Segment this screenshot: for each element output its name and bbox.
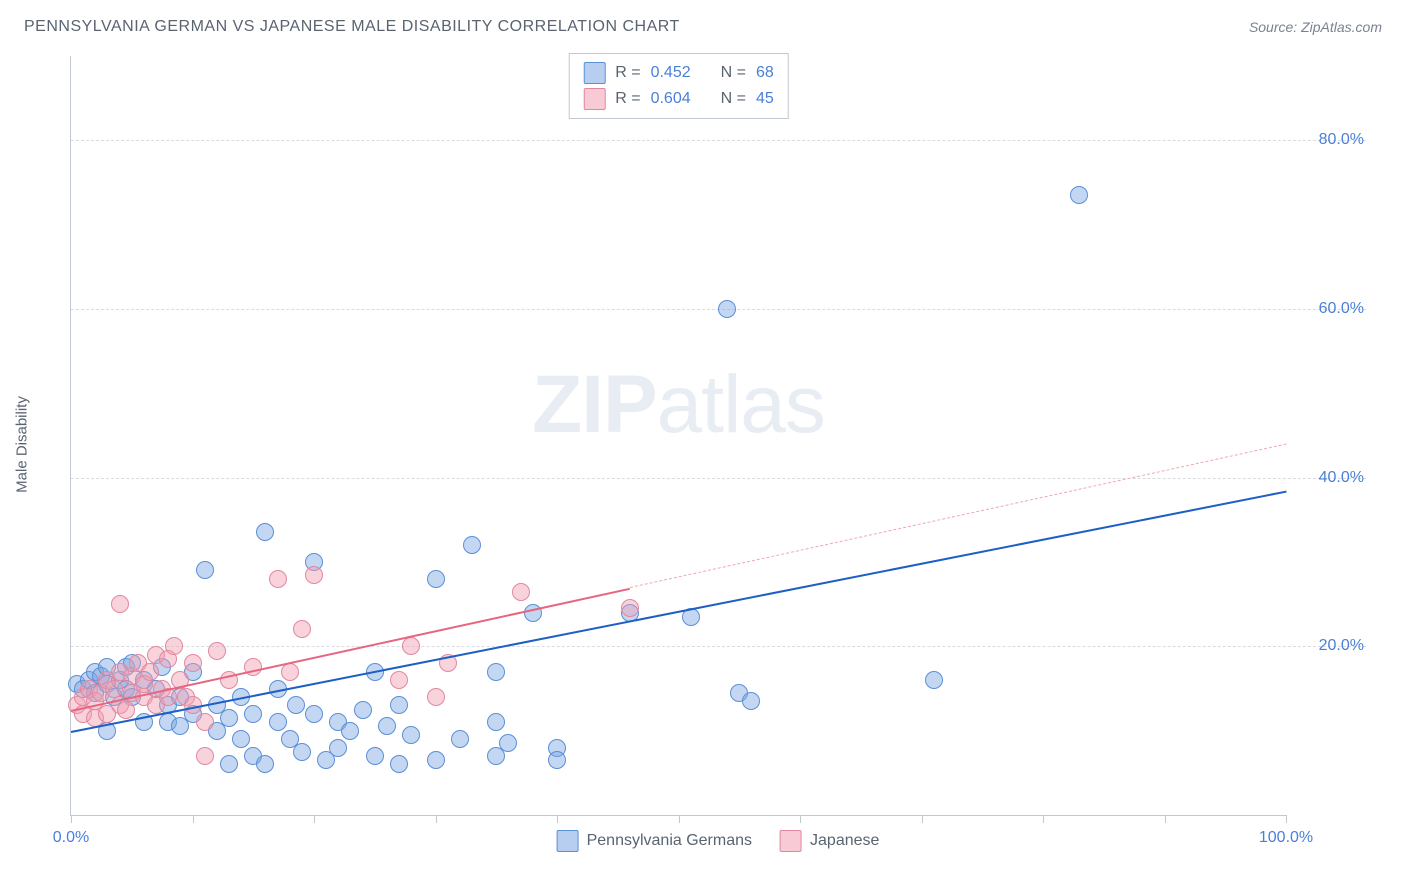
data-point bbox=[451, 730, 469, 748]
legend-row-series1: R = 0.452 N = 68 bbox=[583, 60, 774, 86]
data-point bbox=[341, 722, 359, 740]
xtick bbox=[922, 815, 923, 823]
data-point bbox=[487, 713, 505, 731]
data-point bbox=[742, 692, 760, 710]
xtick bbox=[71, 815, 72, 823]
xtick bbox=[1165, 815, 1166, 823]
data-point bbox=[105, 680, 123, 698]
data-point bbox=[256, 523, 274, 541]
gridline bbox=[71, 646, 1366, 647]
data-point bbox=[293, 743, 311, 761]
xtick bbox=[800, 815, 801, 823]
data-point bbox=[1070, 186, 1088, 204]
data-point bbox=[184, 654, 202, 672]
data-point bbox=[111, 595, 129, 613]
data-point bbox=[487, 747, 505, 765]
xtick bbox=[1043, 815, 1044, 823]
xtick bbox=[193, 815, 194, 823]
data-point bbox=[390, 755, 408, 773]
chart-container: Male Disability ZIPatlas R = 0.452 N = 6… bbox=[70, 56, 1366, 816]
data-point bbox=[427, 688, 445, 706]
gridline bbox=[71, 140, 1366, 141]
data-point bbox=[244, 658, 262, 676]
y-axis-label: Male Disability bbox=[14, 396, 31, 493]
data-point bbox=[378, 717, 396, 735]
xtick bbox=[557, 815, 558, 823]
gridline bbox=[71, 478, 1366, 479]
data-point bbox=[354, 701, 372, 719]
data-point bbox=[463, 536, 481, 554]
xtick bbox=[679, 815, 680, 823]
ytick-label: 60.0% bbox=[1294, 300, 1364, 318]
data-point bbox=[427, 751, 445, 769]
data-point bbox=[718, 300, 736, 318]
data-point bbox=[232, 730, 250, 748]
correlation-legend: R = 0.452 N = 68 R = 0.604 N = 45 bbox=[568, 53, 789, 119]
plot-area: ZIPatlas R = 0.452 N = 68 R = 0.604 N = … bbox=[70, 56, 1286, 816]
source-attribution: Source: ZipAtlas.com bbox=[1249, 19, 1382, 35]
data-point bbox=[196, 713, 214, 731]
ytick-label: 20.0% bbox=[1294, 637, 1364, 655]
legend-item-series2: Japanese bbox=[780, 830, 879, 852]
data-point bbox=[366, 747, 384, 765]
data-point bbox=[925, 671, 943, 689]
legend-row-series2: R = 0.604 N = 45 bbox=[583, 86, 774, 112]
data-point bbox=[269, 713, 287, 731]
data-point bbox=[256, 755, 274, 773]
data-point bbox=[117, 701, 135, 719]
watermark: ZIPatlas bbox=[532, 358, 825, 452]
data-point bbox=[196, 747, 214, 765]
data-point bbox=[305, 705, 323, 723]
data-point bbox=[402, 726, 420, 744]
data-point bbox=[208, 642, 226, 660]
data-point bbox=[141, 663, 159, 681]
ytick-label: 40.0% bbox=[1294, 469, 1364, 487]
legend-item-series1: Pennsylvania Germans bbox=[557, 830, 752, 852]
data-point bbox=[548, 751, 566, 769]
data-point bbox=[512, 583, 530, 601]
data-point bbox=[402, 637, 420, 655]
data-point bbox=[427, 570, 445, 588]
data-point bbox=[293, 620, 311, 638]
swatch-series2 bbox=[583, 88, 605, 110]
data-point bbox=[220, 709, 238, 727]
data-point bbox=[390, 696, 408, 714]
xtick bbox=[1286, 815, 1287, 823]
data-point bbox=[524, 604, 542, 622]
xtick-label: 0.0% bbox=[53, 829, 89, 847]
data-point bbox=[390, 671, 408, 689]
xtick-label: 100.0% bbox=[1259, 829, 1313, 847]
data-point bbox=[487, 663, 505, 681]
data-point bbox=[220, 755, 238, 773]
trendline bbox=[630, 444, 1286, 588]
swatch-series1 bbox=[583, 62, 605, 84]
series-legend: Pennsylvania Germans Japanese bbox=[557, 830, 880, 852]
swatch-series2 bbox=[780, 830, 802, 852]
data-point bbox=[196, 561, 214, 579]
data-point bbox=[165, 637, 183, 655]
chart-title: PENNSYLVANIA GERMAN VS JAPANESE MALE DIS… bbox=[24, 18, 680, 36]
xtick bbox=[314, 815, 315, 823]
data-point bbox=[329, 739, 347, 757]
data-point bbox=[244, 705, 262, 723]
swatch-series1 bbox=[557, 830, 579, 852]
data-point bbox=[621, 599, 639, 617]
data-point bbox=[287, 696, 305, 714]
ytick-label: 80.0% bbox=[1294, 131, 1364, 149]
trendline bbox=[71, 490, 1286, 732]
data-point bbox=[269, 570, 287, 588]
data-point bbox=[305, 566, 323, 584]
xtick bbox=[436, 815, 437, 823]
